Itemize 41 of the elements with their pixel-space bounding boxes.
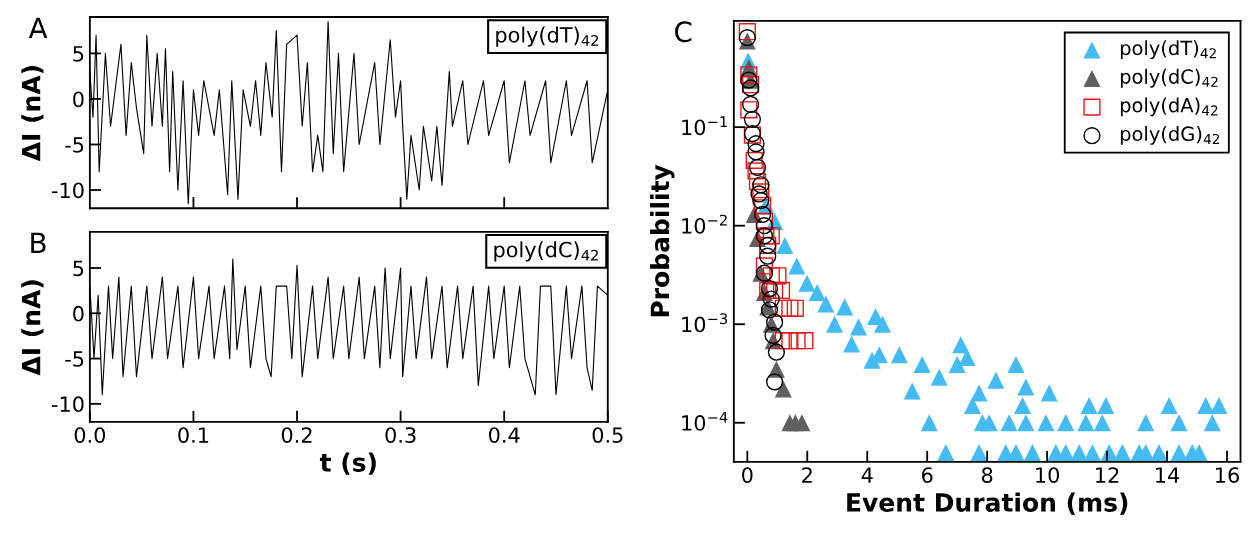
y-tick-label: 5 (73, 46, 84, 62)
legend-label: poly(dA)$_{42}$ (1120, 97, 1218, 117)
x-tick-label: 0.0 (74, 427, 106, 443)
y-tick-label: 10$^{−3}$ (682, 313, 728, 333)
x-tick-label: 0.5 (592, 427, 623, 443)
x-tick-label: 10 (1036, 467, 1059, 483)
y-axis-title: Probability (650, 164, 675, 317)
chart-title: B (31, 232, 46, 253)
legend-label: poly(dT)$_{42}$ (1120, 40, 1216, 60)
x-tick-label: 14 (1156, 467, 1180, 483)
x-tick-label: 12 (1096, 467, 1119, 483)
y-tick-label: -10 (51, 396, 84, 413)
y-tick-label: 0 (73, 91, 84, 108)
x-tick-label: 0.4 (489, 427, 520, 443)
x-tick-label: 0.2 (281, 427, 312, 443)
x-tick-label: 0.3 (385, 427, 416, 443)
y-tick-label: -5 (65, 351, 84, 367)
x-tick-label: 4 (861, 467, 873, 483)
x-tick-label: 8 (981, 467, 993, 483)
y-tick-label: 10$^{−4}$ (682, 411, 728, 431)
y-axis-title: ΔI (nA) (21, 66, 44, 162)
y-axis-title: ΔI (nA) (21, 280, 44, 376)
y-tick-label: 10$^{−1}$ (682, 116, 727, 136)
chart-title: C (675, 21, 692, 43)
x-axis-title: Event Duration (ms) (847, 492, 1128, 515)
y-tick-label: 10$^{−2}$ (682, 214, 727, 234)
x-tick-label: 6 (922, 467, 933, 483)
x-tick-label: 2 (802, 467, 812, 483)
chart-title: A (28, 17, 48, 39)
y-tick-label: -10 (51, 182, 84, 199)
legend-label: poly(dG)$_{42}$ (1120, 126, 1220, 145)
x-axis-title: t (s) (319, 452, 376, 475)
annotation: poly(dC)$_{42}$ (494, 241, 598, 262)
y-tick-label: -5 (65, 137, 84, 153)
annotation: poly(dT)$_{42}$ (496, 26, 598, 47)
x-tick-label: 16 (1216, 467, 1239, 483)
x-tick-label: 0.1 (178, 427, 209, 443)
legend-label: poly(dC)$_{42}$ (1120, 68, 1218, 88)
x-tick-label: 0 (742, 467, 753, 483)
y-tick-label: 5 (73, 260, 84, 277)
y-tick-label: 0 (73, 305, 84, 322)
